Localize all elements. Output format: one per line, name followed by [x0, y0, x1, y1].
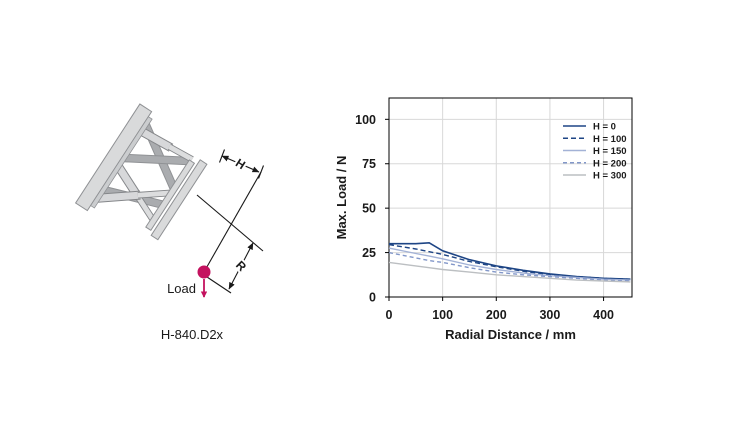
- series-line-H100: [388, 243, 631, 280]
- legend-label-H0: H = 0: [593, 122, 616, 133]
- x-tick-label: 100: [432, 308, 453, 322]
- plot-border: [388, 97, 633, 298]
- hexapod-platform: [145, 159, 208, 241]
- series-line-H200: [388, 251, 631, 282]
- y-tick-label: 50: [362, 202, 376, 216]
- x-tick-label: 400: [593, 308, 614, 322]
- series-line-H0: [389, 241, 631, 280]
- dim-r-label: R: [233, 258, 249, 274]
- dim-h-label: H: [233, 156, 248, 172]
- x-tick-label: 0: [386, 308, 393, 322]
- series-line-H150: [388, 247, 631, 281]
- x-axis-title: Radial Distance / mm: [445, 327, 576, 342]
- axis-extension-line: [203, 171, 262, 273]
- hexapod-illustration: [74, 103, 208, 241]
- x-tick-label: 300: [539, 308, 560, 322]
- legend-label-H100: H = 100: [593, 134, 627, 145]
- legend-label-H200: H = 200: [593, 158, 627, 169]
- model-caption: H-840.D2x: [161, 327, 224, 342]
- y-axis-title: Max. Load / N: [334, 156, 349, 240]
- load-point: [197, 265, 211, 279]
- load-chart: 0 100 200 300 400 0 25 50 75 100 Radial Distance /…: [334, 97, 633, 342]
- hexapod-front-struts: [97, 127, 194, 222]
- y-tick-label: 75: [362, 157, 376, 171]
- series-line-H300: [388, 261, 631, 283]
- dimension-r: [206, 242, 254, 294]
- legend-label-H150: H = 150: [593, 146, 627, 157]
- y-tick-label: 0: [369, 291, 376, 305]
- dimension-h: [218, 149, 265, 179]
- hexapod-diagram: H R Load H-840.D2x: [74, 103, 265, 342]
- hexapod-base-plate: [74, 103, 153, 212]
- x-tick-label: 200: [486, 308, 507, 322]
- legend-label-H300: H = 300: [593, 171, 627, 182]
- load-label: Load: [167, 281, 196, 296]
- y-tick-label: 25: [362, 246, 376, 260]
- load-point-group: [197, 265, 211, 298]
- platform-plane-extension-line: [196, 194, 264, 252]
- y-tick-label: 100: [355, 113, 376, 127]
